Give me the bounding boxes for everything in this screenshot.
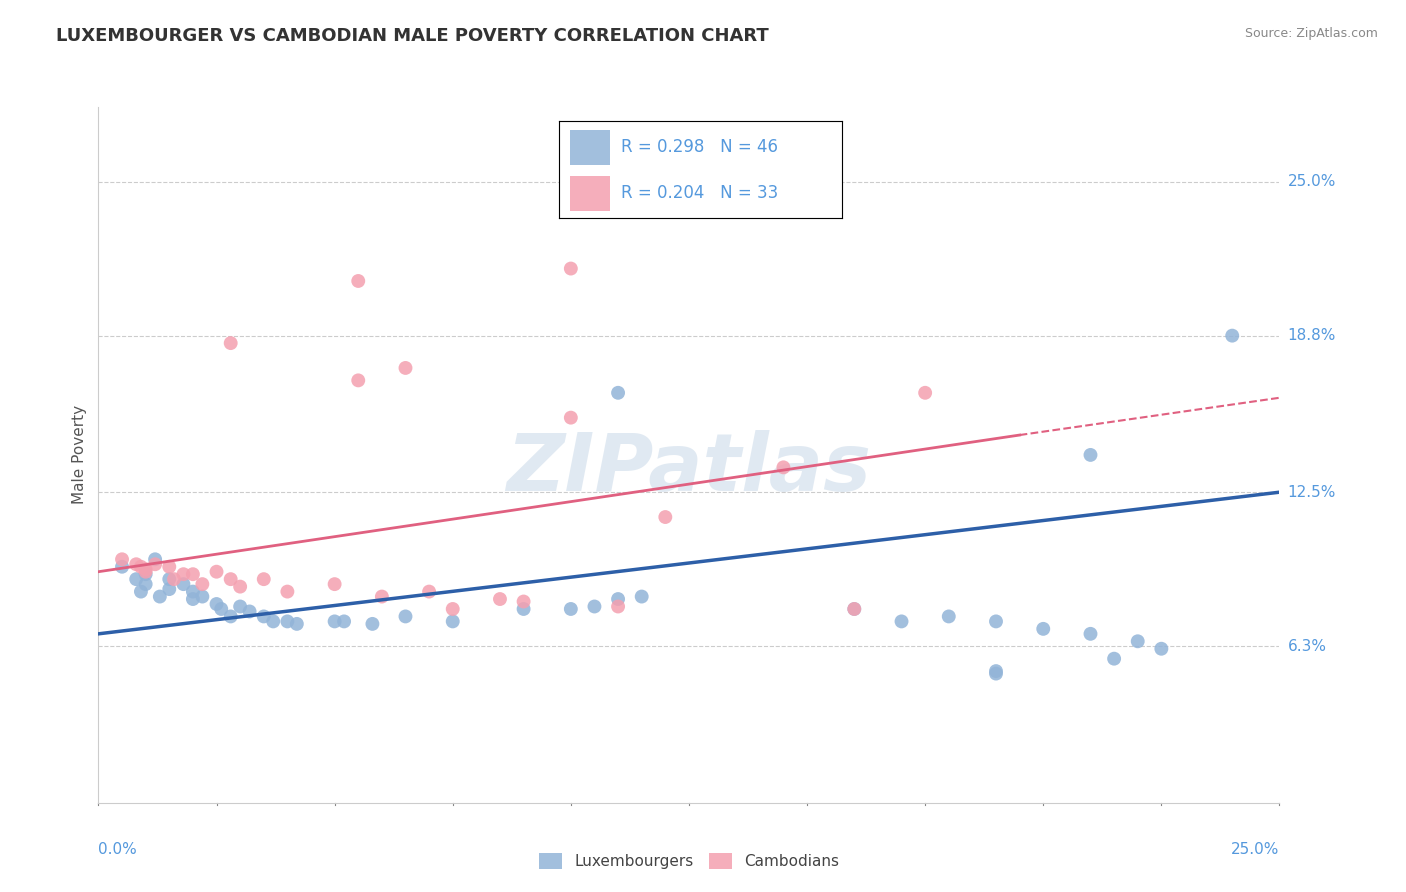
Point bbox=[844, 602, 866, 616]
Point bbox=[323, 577, 346, 591]
Point bbox=[347, 373, 370, 387]
Point bbox=[229, 599, 252, 614]
Point bbox=[984, 615, 1007, 629]
Point bbox=[253, 609, 276, 624]
Point bbox=[560, 261, 582, 276]
Text: 6.3%: 6.3% bbox=[1288, 639, 1327, 654]
Point bbox=[914, 385, 936, 400]
Point bbox=[984, 664, 1007, 678]
Point bbox=[276, 584, 298, 599]
Point bbox=[157, 559, 180, 574]
Point bbox=[441, 602, 464, 616]
Point bbox=[1220, 328, 1243, 343]
Point bbox=[607, 385, 630, 400]
Point bbox=[135, 567, 157, 582]
Point bbox=[205, 597, 228, 611]
Point bbox=[253, 572, 276, 586]
Point bbox=[135, 562, 157, 576]
Point bbox=[157, 582, 180, 596]
Point bbox=[512, 602, 534, 616]
Point bbox=[560, 410, 582, 425]
Point bbox=[125, 572, 148, 586]
Point bbox=[844, 602, 866, 616]
Text: 18.8%: 18.8% bbox=[1288, 328, 1336, 343]
Point bbox=[347, 274, 370, 288]
Point bbox=[1032, 622, 1054, 636]
Point bbox=[135, 577, 157, 591]
Point bbox=[984, 666, 1007, 681]
Point bbox=[181, 584, 204, 599]
Point bbox=[143, 552, 166, 566]
Text: 0.0%: 0.0% bbox=[98, 842, 138, 856]
Point bbox=[938, 609, 960, 624]
Point bbox=[418, 584, 440, 599]
Point bbox=[583, 599, 606, 614]
Point bbox=[323, 615, 346, 629]
Point bbox=[205, 565, 228, 579]
Point bbox=[229, 580, 252, 594]
Point bbox=[276, 615, 298, 629]
Point bbox=[1150, 641, 1173, 656]
Point bbox=[1080, 627, 1102, 641]
Point bbox=[560, 602, 582, 616]
Point bbox=[394, 361, 416, 376]
Point bbox=[172, 577, 194, 591]
Point bbox=[239, 605, 262, 619]
Text: 12.5%: 12.5% bbox=[1288, 484, 1336, 500]
Point bbox=[191, 590, 214, 604]
Point bbox=[149, 590, 172, 604]
Text: LUXEMBOURGER VS CAMBODIAN MALE POVERTY CORRELATION CHART: LUXEMBOURGER VS CAMBODIAN MALE POVERTY C… bbox=[56, 27, 769, 45]
Point bbox=[172, 567, 194, 582]
Point bbox=[262, 615, 284, 629]
Text: ZIPatlas: ZIPatlas bbox=[506, 430, 872, 508]
Point bbox=[135, 565, 157, 579]
Point bbox=[219, 336, 242, 351]
Point bbox=[191, 577, 214, 591]
Point bbox=[890, 615, 912, 629]
Point bbox=[371, 590, 394, 604]
Point bbox=[441, 615, 464, 629]
Point bbox=[181, 567, 204, 582]
Point bbox=[512, 594, 534, 608]
Point bbox=[219, 609, 242, 624]
Legend: Luxembourgers, Cambodians: Luxembourgers, Cambodians bbox=[533, 847, 845, 875]
Point bbox=[181, 592, 204, 607]
Point bbox=[361, 616, 384, 631]
Point bbox=[394, 609, 416, 624]
Point bbox=[219, 572, 242, 586]
Point bbox=[143, 558, 166, 572]
Point bbox=[1080, 448, 1102, 462]
Point bbox=[111, 559, 134, 574]
Point bbox=[772, 460, 794, 475]
Point bbox=[129, 584, 152, 599]
Point bbox=[209, 602, 232, 616]
Text: Source: ZipAtlas.com: Source: ZipAtlas.com bbox=[1244, 27, 1378, 40]
Point bbox=[489, 592, 512, 607]
Point bbox=[157, 572, 180, 586]
Point bbox=[1102, 651, 1125, 665]
Text: 25.0%: 25.0% bbox=[1288, 174, 1336, 189]
Point bbox=[607, 592, 630, 607]
Y-axis label: Male Poverty: Male Poverty bbox=[72, 405, 87, 505]
Point bbox=[125, 558, 148, 572]
Point bbox=[1126, 634, 1149, 648]
Text: 25.0%: 25.0% bbox=[1232, 842, 1279, 856]
Point bbox=[285, 616, 308, 631]
Point bbox=[111, 552, 134, 566]
Point bbox=[163, 572, 186, 586]
Point bbox=[630, 590, 652, 604]
Point bbox=[129, 559, 152, 574]
Point bbox=[607, 599, 630, 614]
Point bbox=[654, 510, 676, 524]
Point bbox=[333, 615, 356, 629]
